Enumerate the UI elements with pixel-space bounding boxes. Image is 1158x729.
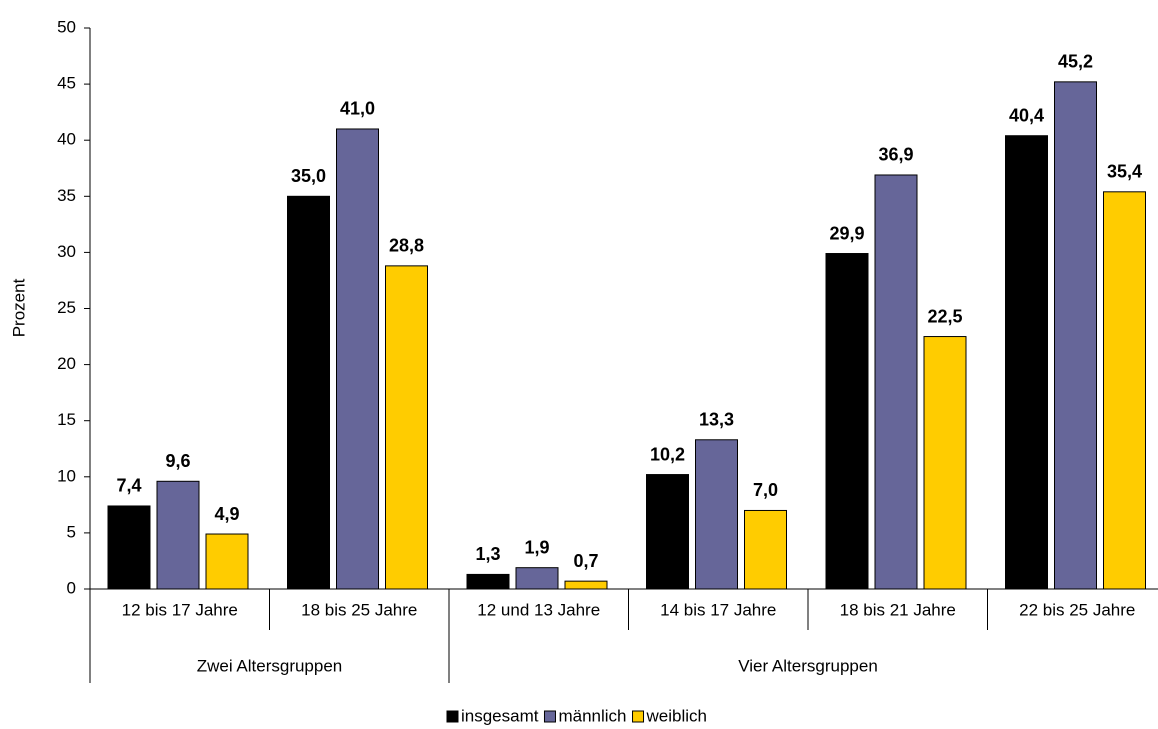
legend-label: weiblich [646, 706, 707, 725]
bar [825, 253, 869, 590]
bar [1103, 191, 1146, 590]
y-tick-label: 25 [57, 298, 76, 317]
y-tick-label: 10 [57, 466, 76, 485]
value-label: 36,9 [878, 145, 913, 165]
y-tick-label: 45 [57, 74, 76, 93]
bar [385, 265, 428, 590]
value-label: 29,9 [829, 223, 864, 243]
bar [466, 573, 510, 590]
legend-swatch [543, 710, 556, 723]
bar [205, 533, 249, 590]
bar [923, 336, 967, 590]
value-label: 0,7 [573, 551, 598, 571]
y-axis-title: Prozent [9, 278, 28, 337]
y-tick-label: 15 [57, 410, 76, 429]
group-label: Vier Altersgruppen [738, 656, 878, 675]
x-tick-label: 14 bis 17 Jahre [660, 600, 776, 619]
bar [874, 174, 918, 590]
legend-label: männlich [558, 706, 626, 725]
value-label: 28,8 [389, 236, 424, 256]
value-label: 35,0 [291, 166, 326, 186]
bar [515, 567, 559, 590]
value-label: 1,3 [475, 544, 500, 564]
y-tick-label: 30 [57, 242, 76, 261]
value-label: 1,9 [524, 537, 549, 557]
value-label: 9,6 [165, 451, 190, 471]
bar [1054, 81, 1097, 590]
bar [156, 480, 200, 590]
value-label: 22,5 [927, 306, 962, 326]
legend-label: insgesamt [461, 706, 539, 725]
y-tick-label: 40 [57, 130, 76, 149]
group-label: Zwei Altersgruppen [197, 656, 343, 675]
value-label: 35,4 [1107, 162, 1142, 182]
bar [1005, 135, 1048, 590]
bar [695, 439, 738, 590]
bar [646, 474, 689, 590]
x-tick-label: 12 und 13 Jahre [477, 600, 600, 619]
value-label: 41,0 [340, 99, 375, 119]
bar [287, 195, 330, 590]
x-tick-label: 18 bis 21 Jahre [840, 600, 956, 619]
bar [336, 128, 379, 590]
value-label: 7,0 [753, 480, 778, 500]
y-tick-label: 0 [67, 578, 76, 597]
x-tick-label: 22 bis 25 Jahre [1019, 600, 1135, 619]
bar [564, 580, 608, 590]
y-tick-label: 20 [57, 354, 76, 373]
legend-swatch [632, 710, 645, 723]
value-label: 13,3 [699, 410, 734, 430]
x-tick-label: 12 bis 17 Jahre [122, 600, 238, 619]
value-label: 45,2 [1058, 52, 1093, 72]
bar [744, 509, 787, 590]
legend-swatch [446, 710, 459, 723]
value-label: 10,2 [650, 444, 685, 464]
value-label: 40,4 [1009, 105, 1044, 125]
y-tick-label: 50 [57, 17, 76, 36]
bar [107, 505, 151, 590]
y-tick-label: 35 [57, 186, 76, 205]
value-label: 4,9 [214, 504, 239, 524]
y-tick-label: 5 [67, 522, 76, 541]
value-label: 7,4 [116, 476, 141, 496]
x-tick-label: 18 bis 25 Jahre [301, 600, 417, 619]
